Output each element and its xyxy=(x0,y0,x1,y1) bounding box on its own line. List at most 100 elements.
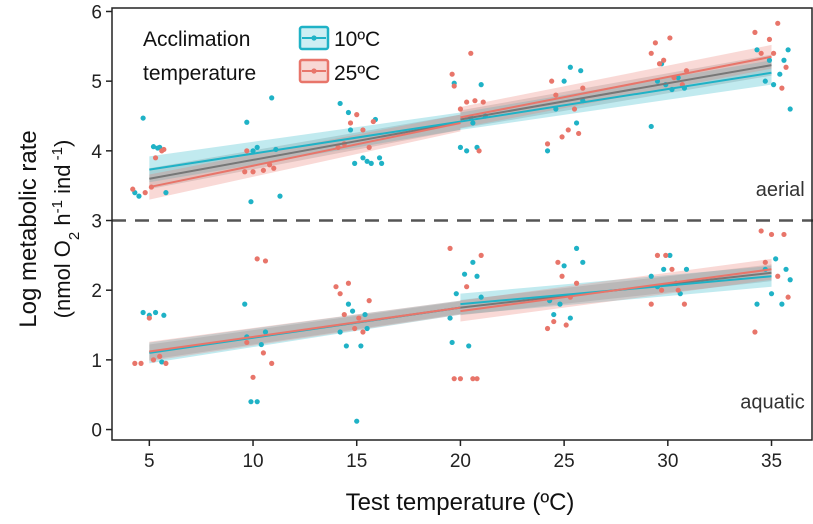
data-point-10c xyxy=(453,291,459,297)
y-axis-unit: (nmol O2 h-1 ind -1) xyxy=(49,140,83,319)
data-point-25c xyxy=(768,231,775,238)
data-point-25c xyxy=(478,252,484,258)
data-point-10c xyxy=(766,57,773,63)
fit-line-pooled xyxy=(460,64,772,121)
confidence-band-10c xyxy=(149,300,461,364)
data-point-25c xyxy=(758,228,764,234)
data-point-25c xyxy=(648,50,654,56)
data-point-25c xyxy=(341,311,347,318)
axes: 5 10 15 20 25 30 35 0 1 2 3 4 5 6 xyxy=(91,2,782,472)
regression-lines xyxy=(149,55,772,354)
data-point-25c xyxy=(250,374,256,380)
data-point-25c xyxy=(356,315,362,321)
data-point-25c xyxy=(132,360,138,366)
data-point-10c xyxy=(354,418,360,424)
data-point-10c xyxy=(379,160,385,166)
x-tick-label: 30 xyxy=(657,451,678,472)
data-point-10c xyxy=(561,78,567,84)
x-tick-label: 5 xyxy=(144,451,155,472)
data-point-25c xyxy=(667,35,673,41)
data-point-10c xyxy=(573,120,580,126)
data-point-10c xyxy=(648,273,654,279)
data-point-10c xyxy=(349,308,356,314)
legend-key-10c-dot xyxy=(311,35,317,41)
fit-line-25c xyxy=(149,121,461,189)
data-point-25c xyxy=(472,98,478,104)
data-point-25c xyxy=(565,127,571,133)
data-point-25c xyxy=(563,322,569,328)
data-point-25c xyxy=(669,266,675,272)
data-point-10c xyxy=(248,199,254,205)
data-point-25c xyxy=(254,256,260,262)
data-point-25c xyxy=(337,291,343,297)
y-tick-label: 4 xyxy=(91,142,102,163)
data-point-10c xyxy=(254,399,260,405)
data-point-25c xyxy=(783,64,789,70)
data-point-25c xyxy=(659,287,665,293)
data-point-25c xyxy=(663,252,669,258)
data-point-25c xyxy=(652,40,658,46)
data-point-10c xyxy=(768,291,775,297)
data-point-25c xyxy=(752,329,758,335)
data-point-10c xyxy=(781,57,787,63)
fit-line-25c xyxy=(460,268,772,313)
data-point-10c xyxy=(785,47,791,53)
data-point-25c xyxy=(457,106,464,112)
data-point-25c xyxy=(244,339,250,346)
data-point-10c xyxy=(152,309,159,316)
data-point-25c xyxy=(476,148,482,154)
data-point-25c xyxy=(333,284,339,290)
data-point-25c xyxy=(250,169,256,175)
data-point-10c xyxy=(557,301,563,307)
data-point-10c xyxy=(258,341,264,348)
y-axis-title-line2: (nmol O2 h-1 ind -1) xyxy=(49,140,83,319)
data-point-10c xyxy=(580,259,586,265)
legend: Acclimation temperature 10ºC 25ºC xyxy=(143,25,380,85)
data-point-25c xyxy=(352,325,358,332)
data-point-25c xyxy=(683,68,690,74)
data-point-10c xyxy=(254,144,260,150)
data-point-25c xyxy=(559,273,565,279)
fit-line-pooled xyxy=(149,121,461,180)
data-point-10c xyxy=(242,301,248,307)
plot-frame xyxy=(111,7,813,441)
data-point-25c xyxy=(464,284,470,290)
data-point-10c xyxy=(783,266,789,272)
data-point-25c xyxy=(656,61,663,67)
data-point-25c xyxy=(271,165,277,171)
data-point-25c xyxy=(580,85,586,91)
y-axis-title-line1: Log metabolic rate xyxy=(15,130,42,327)
data-point-25c xyxy=(366,298,372,304)
data-point-25c xyxy=(551,318,557,325)
data-point-10c xyxy=(163,190,169,196)
data-point-25c xyxy=(354,112,360,118)
data-point-25c xyxy=(449,71,455,77)
legend-title-line2: temperature xyxy=(143,62,256,85)
data-point-10c xyxy=(762,78,768,84)
data-point-25c xyxy=(457,376,464,382)
annotation-aerial: aerial xyxy=(756,179,805,201)
data-point-25c xyxy=(779,85,785,91)
data-point-10c xyxy=(161,312,167,318)
data-point-10c xyxy=(754,301,760,307)
data-point-10c xyxy=(449,339,455,346)
data-point-10c xyxy=(567,64,573,70)
data-point-10c xyxy=(683,266,690,272)
data-point-10c xyxy=(667,252,673,258)
y-axis-title: Log metabolic rate xyxy=(15,130,42,327)
data-point-25c xyxy=(161,146,167,153)
data-point-25c xyxy=(468,50,474,56)
data-point-25c xyxy=(752,29,758,35)
data-point-25c xyxy=(553,92,559,98)
y-tick-label: 6 xyxy=(91,2,102,23)
data-point-10c xyxy=(578,68,584,74)
data-point-25c xyxy=(347,120,354,126)
data-point-10c xyxy=(447,315,453,321)
y-tick-label: 1 xyxy=(91,351,102,372)
data-point-25c xyxy=(681,301,688,307)
data-point-10c xyxy=(368,160,374,166)
data-point-25c xyxy=(146,315,152,321)
data-point-25c xyxy=(474,376,480,382)
data-point-10c xyxy=(474,273,480,279)
data-point-25c xyxy=(345,280,352,286)
